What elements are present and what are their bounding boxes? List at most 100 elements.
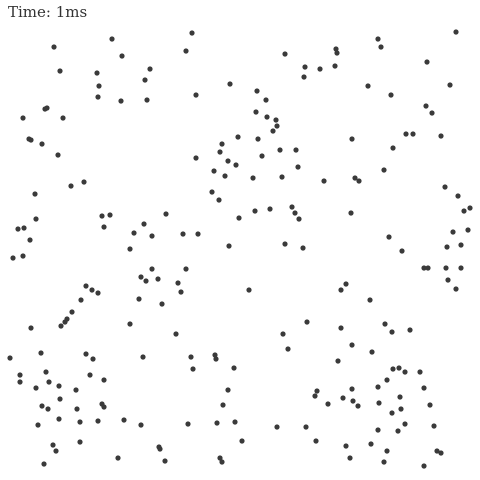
particle bbox=[173, 331, 179, 337]
particle bbox=[217, 455, 223, 461]
particle bbox=[46, 379, 52, 385]
particle bbox=[465, 227, 471, 233]
particle bbox=[236, 215, 242, 221]
particle bbox=[183, 266, 189, 272]
particle bbox=[138, 274, 144, 280]
particle bbox=[38, 350, 44, 356]
particle bbox=[274, 424, 280, 430]
particle bbox=[303, 424, 309, 430]
particle bbox=[226, 243, 232, 249]
particle bbox=[386, 234, 392, 240]
particle bbox=[381, 459, 387, 465]
particle bbox=[115, 455, 121, 461]
particle bbox=[193, 155, 199, 161]
particle bbox=[253, 109, 259, 115]
particle bbox=[402, 369, 408, 375]
particle bbox=[193, 92, 199, 98]
particle bbox=[142, 77, 148, 83]
particle bbox=[384, 377, 390, 383]
particle bbox=[131, 230, 137, 236]
particle bbox=[340, 395, 346, 401]
particle bbox=[57, 396, 63, 402]
particle bbox=[378, 44, 384, 50]
particle bbox=[282, 51, 288, 57]
particle bbox=[96, 83, 102, 89]
particle bbox=[421, 265, 427, 271]
particle bbox=[453, 29, 459, 35]
particle bbox=[252, 208, 258, 214]
particle bbox=[74, 406, 80, 412]
particle bbox=[233, 162, 239, 168]
particle bbox=[183, 48, 189, 54]
particle bbox=[239, 438, 245, 444]
particle bbox=[155, 276, 161, 282]
particle bbox=[159, 301, 165, 307]
particle bbox=[101, 377, 107, 383]
particle bbox=[429, 110, 435, 116]
particle bbox=[56, 383, 62, 389]
particle bbox=[147, 66, 153, 72]
particle bbox=[163, 211, 169, 217]
particle bbox=[33, 216, 39, 222]
particle bbox=[77, 419, 83, 425]
particle bbox=[235, 134, 241, 140]
particle bbox=[438, 450, 444, 456]
particle bbox=[141, 221, 147, 227]
particle bbox=[410, 131, 416, 137]
particle bbox=[213, 356, 219, 362]
particle bbox=[349, 386, 355, 392]
particle bbox=[352, 175, 358, 181]
particle bbox=[381, 167, 387, 173]
particle bbox=[21, 225, 27, 231]
particle bbox=[313, 438, 319, 444]
particle bbox=[42, 106, 48, 112]
particle bbox=[317, 66, 323, 72]
particle bbox=[209, 189, 215, 195]
particle bbox=[138, 422, 144, 428]
particle bbox=[185, 421, 191, 427]
particle bbox=[216, 197, 222, 203]
particle bbox=[443, 265, 449, 271]
particle bbox=[301, 74, 307, 80]
particle bbox=[254, 88, 260, 94]
particle bbox=[458, 265, 464, 271]
particle bbox=[263, 97, 269, 103]
particle bbox=[300, 245, 306, 251]
particle bbox=[277, 147, 283, 153]
particle bbox=[227, 81, 233, 87]
particle bbox=[295, 164, 301, 170]
particle bbox=[382, 321, 388, 327]
particle bbox=[296, 216, 302, 222]
particle bbox=[127, 321, 133, 327]
particle bbox=[175, 280, 181, 286]
particle bbox=[434, 448, 440, 454]
particle bbox=[89, 287, 95, 293]
particle bbox=[402, 421, 408, 427]
particle bbox=[444, 244, 450, 250]
particle bbox=[250, 175, 256, 181]
particle bbox=[447, 82, 453, 88]
particle bbox=[39, 141, 45, 147]
particle bbox=[349, 136, 355, 142]
particle bbox=[94, 70, 100, 76]
particle bbox=[101, 404, 107, 410]
particle bbox=[68, 183, 74, 189]
particle bbox=[348, 210, 354, 216]
particle bbox=[397, 394, 403, 400]
particle bbox=[107, 212, 113, 218]
particle bbox=[45, 406, 51, 412]
particle bbox=[450, 229, 456, 235]
particle bbox=[325, 401, 331, 407]
particle bbox=[282, 241, 288, 247]
particle bbox=[35, 422, 41, 428]
particle bbox=[95, 94, 101, 100]
particle bbox=[28, 325, 34, 331]
particle bbox=[314, 388, 320, 394]
particle bbox=[157, 446, 163, 452]
particle bbox=[403, 131, 409, 137]
particle bbox=[368, 441, 374, 447]
particle bbox=[219, 459, 225, 465]
particle bbox=[280, 331, 286, 337]
particle bbox=[423, 103, 429, 109]
